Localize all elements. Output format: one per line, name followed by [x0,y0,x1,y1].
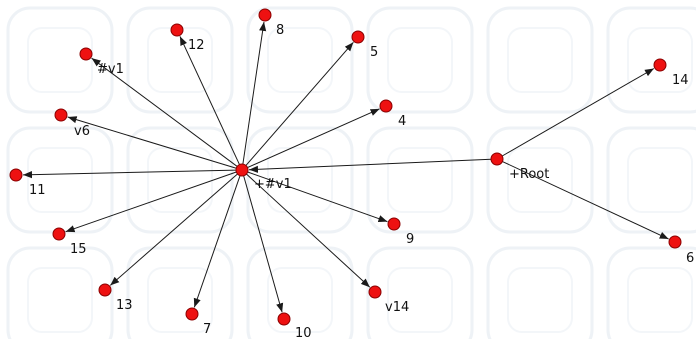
node-n11[interactable] [9,168,23,182]
node-n13[interactable] [98,283,112,297]
node-n9[interactable] [387,217,401,231]
edge-hub-to-n13 [109,173,238,286]
node-n10[interactable] [277,312,291,326]
node-nv1[interactable] [79,47,93,61]
node-label-n13: 13 [116,298,133,313]
node-root[interactable] [490,152,504,166]
node-n4[interactable] [379,99,393,113]
node-n8[interactable] [258,8,272,22]
node-label-nv14: v14 [385,300,409,315]
node-label-n9: 9 [406,232,414,247]
node-n7[interactable] [185,307,199,321]
node-label-n15: 15 [70,242,87,257]
node-label-nv6: v6 [74,124,90,139]
node-n14[interactable] [653,58,667,72]
node-label-n5: 5 [370,45,378,60]
node-label-n12: 12 [188,38,205,53]
node-n12[interactable] [170,23,184,37]
edge-hub-to-n8 [242,21,267,165]
node-label-n7: 7 [203,322,211,337]
node-label-n14: 14 [672,73,689,88]
node-label-nv1: #v1 [97,62,124,77]
edge-root-to-n6 [502,161,669,240]
edge-hub-to-n7 [193,175,241,308]
node-label-n10: 10 [295,326,312,339]
node-n6[interactable] [668,235,682,249]
edge-root-to-hub [248,158,492,173]
node-hub[interactable] [235,163,249,177]
edge-hub-to-n10 [243,175,284,313]
node-nv6[interactable] [54,108,68,122]
edge-hub-to-n4 [247,108,380,169]
node-label-n8: 8 [276,23,284,38]
node-n5[interactable] [351,30,365,44]
edge-hub-to-n12 [179,36,240,165]
node-label-n11: 11 [29,183,46,198]
edge-hub-to-n11 [22,169,237,179]
node-n15[interactable] [52,227,66,241]
node-label-hub: +#v1 [254,177,292,192]
nodes-layer [9,8,682,326]
node-nv14[interactable] [368,285,382,299]
edge-hub-to-n5 [245,41,354,166]
edges-layer [22,21,669,313]
edge-hub-to-nv14 [246,173,371,288]
labels-layer: +#v1 +Root 8 12 5 #v1 4 v6 11 9 15 v14 13 7 10 14 6 [29,23,694,339]
node-label-n6: 6 [686,251,694,266]
edge-hub-to-nv6 [67,116,237,169]
edge-hub-to-n9 [247,171,388,223]
node-label-root: +Root [509,167,549,182]
edge-root-to-n14 [501,68,655,157]
edge-hub-to-n15 [65,171,237,233]
edge-hub-to-nv1 [91,57,238,167]
node-label-n4: 4 [398,114,406,129]
